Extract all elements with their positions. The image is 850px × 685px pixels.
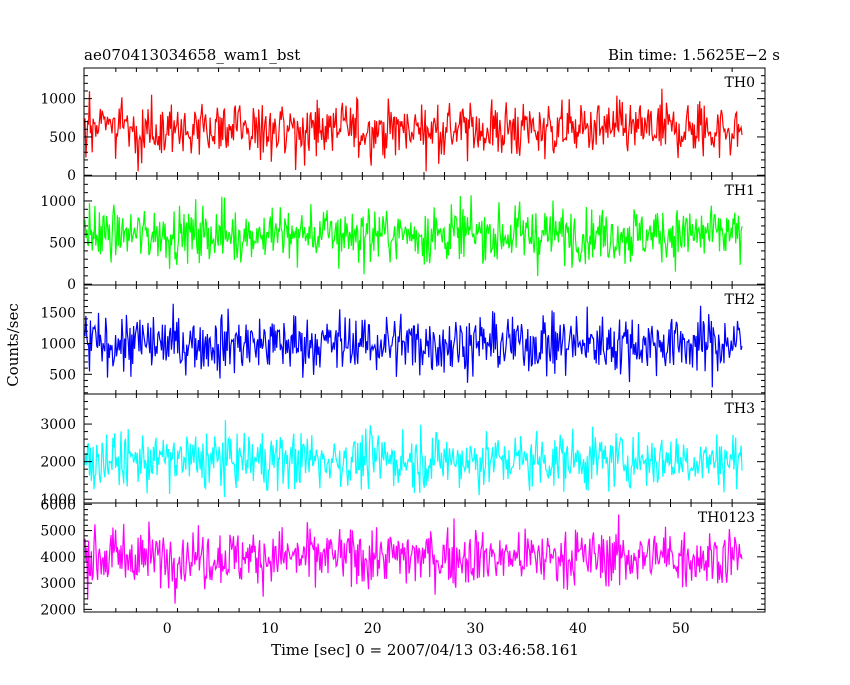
panel-frame <box>83 502 766 613</box>
y-tick-label: 3000 <box>40 417 76 433</box>
y-tick-label: 500 <box>49 236 76 252</box>
series-th0123 <box>84 514 743 604</box>
x-tick-label: 10 <box>261 621 279 637</box>
y-tick-label: 5000 <box>40 524 76 540</box>
panel-label-th0: TH0 <box>725 75 755 91</box>
y-tick-label: 6000 <box>40 497 76 513</box>
x-tick-label: 0 <box>163 621 172 637</box>
x-tick-label: 50 <box>672 621 690 637</box>
panels-layer: 05001000TH005001000TH150010001500TH21000… <box>40 67 766 637</box>
panel-th3: 1000 2000 3000 TH3 <box>40 393 766 508</box>
x-tick-label: 20 <box>364 621 382 637</box>
y-tick-label: 4000 <box>40 550 76 566</box>
panel-label-th0123: TH0123 <box>698 510 755 526</box>
x-tick-label: 30 <box>466 621 484 637</box>
y-tick-label: 500 <box>49 367 76 383</box>
panel-frame <box>83 284 766 395</box>
chart-title: ae070413034658_wam1_bst <box>84 46 300 64</box>
bin-time-label: Bin time: 1.5625E−2 s <box>608 46 780 64</box>
series-th3 <box>84 420 743 498</box>
panel-label-th1: TH1 <box>725 183 755 199</box>
series-th1 <box>84 195 743 277</box>
panel-th2: 500 1000 1500 TH2 <box>40 284 766 395</box>
x-tick-label: 40 <box>569 621 587 637</box>
y-axis-title: Counts/sec <box>4 303 22 387</box>
panel-th0123: 2000 3000 4000 5000 6000 TH0123 <box>40 497 766 618</box>
y-tick-label: 0 <box>67 277 76 293</box>
y-tick-label: 0 <box>67 168 76 184</box>
y-tick-label: 1000 <box>40 92 76 108</box>
panel-th1: 0 500 1000 TH1 <box>40 175 766 293</box>
y-tick-label: 1500 <box>40 306 76 322</box>
y-tick-label: 1000 <box>40 492 76 508</box>
panel-label-th3: TH3 <box>725 401 755 417</box>
panel-th0: 0 500 1000 TH0 <box>40 67 766 184</box>
panel-label-th2: TH2 <box>725 292 755 308</box>
y-tick-label: 1000 <box>40 337 76 353</box>
y-tick-label: 1000 <box>40 194 76 210</box>
y-tick-label: 3000 <box>40 576 76 592</box>
y-tick-label: 2000 <box>40 602 76 618</box>
series-th0 <box>84 88 743 172</box>
series-th2 <box>84 303 743 388</box>
y-tick-label: 2000 <box>40 455 76 471</box>
y-tick-label: 500 <box>49 130 76 146</box>
x-axis-title: Time [sec] 0 = 2007/04/13 03:46:58.161 <box>271 641 579 659</box>
